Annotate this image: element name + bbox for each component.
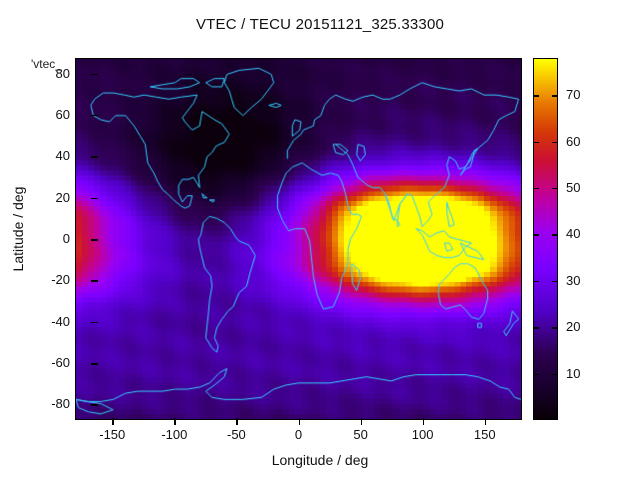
x-tick-label: 100 (411, 427, 434, 442)
coastline-overlay-canvas (76, 59, 521, 419)
colorbar-tick-label: 70 (566, 87, 581, 103)
y-tick-mark (91, 114, 98, 117)
colorbar-gradient (534, 59, 557, 419)
colorbar-tick-mark (552, 187, 558, 190)
colorbar-tick-label: 50 (566, 179, 581, 195)
x-tick-mark (360, 418, 363, 425)
y-tick-mark (91, 73, 98, 75)
x-tick-mark (236, 418, 238, 425)
colorbar-tick-mark (533, 141, 539, 144)
stray-series-label: 'vtec_ (31, 57, 62, 71)
y-tick-mark (91, 197, 98, 200)
colorbar-tick-mark (552, 280, 558, 283)
colorbar-tick-mark (533, 327, 539, 329)
colorbar-tick-mark (552, 234, 558, 236)
colorbar-tick-mark (552, 327, 558, 329)
x-tick-label: -50 (227, 427, 246, 442)
map-plot-area[interactable] (75, 58, 522, 420)
y-tick-mark (91, 239, 98, 241)
y-axis-ticks: 80 60 40 20 0 -20 -40 -60 -80 (22, 58, 98, 420)
y-tick-label: 40 (55, 148, 70, 164)
y-tick-mark (91, 280, 98, 282)
y-tick-mark (91, 363, 98, 365)
y-tick-label: -60 (51, 355, 70, 371)
chart-title: VTEC / TECU 20151121_325.33300 (195, 16, 445, 33)
x-tick-mark (484, 418, 487, 425)
colorbar-tick-mark (533, 280, 539, 283)
colorbar-tick-label: 10 (566, 365, 581, 381)
y-tick-label: 20 (55, 189, 70, 205)
y-tick-mark (91, 404, 98, 406)
x-tick-mark (174, 418, 176, 425)
y-tick-label: 80 (55, 65, 70, 81)
y-tick-label: -80 (51, 396, 70, 412)
colorbar-ticks: 10 20 30 40 50 60 70 (533, 58, 603, 420)
colorbar-tick-mark (552, 141, 558, 144)
colorbar-tick-mark (533, 234, 539, 236)
y-tick-mark (91, 156, 98, 158)
y-tick-label: 0 (62, 231, 70, 246)
colorbar-tick-mark (552, 373, 558, 376)
y-axis-label: Latitude / deg (10, 186, 26, 272)
y-tick-label: -40 (51, 313, 70, 329)
colorbar-tick-mark (552, 95, 558, 97)
y-tick-mark (91, 321, 98, 324)
colorbar (533, 58, 558, 420)
x-tick-mark (298, 418, 300, 425)
x-tick-label: 50 (353, 427, 368, 442)
colorbar-tick-label: 60 (566, 133, 581, 149)
colorbar-tick-mark (533, 95, 539, 97)
colorbar-tick-mark (533, 373, 539, 376)
x-axis-ticks: -150 -100 -50 0 50 100 150 (75, 418, 522, 447)
x-tick-label: -100 (161, 427, 188, 442)
colorbar-tick-label: 40 (566, 226, 581, 242)
colorbar-tick-label: 30 (566, 272, 581, 288)
y-tick-label: 60 (55, 106, 70, 122)
x-axis-label: Longitude / deg (271, 452, 369, 468)
x-tick-mark (422, 418, 425, 425)
x-tick-label: -150 (99, 427, 126, 442)
x-tick-label: 0 (294, 427, 303, 442)
colorbar-tick-mark (533, 187, 539, 190)
y-tick-label: -20 (51, 272, 70, 288)
x-tick-mark (112, 418, 114, 425)
colorbar-tick-label: 20 (566, 319, 581, 335)
x-tick-label: 150 (473, 427, 496, 442)
